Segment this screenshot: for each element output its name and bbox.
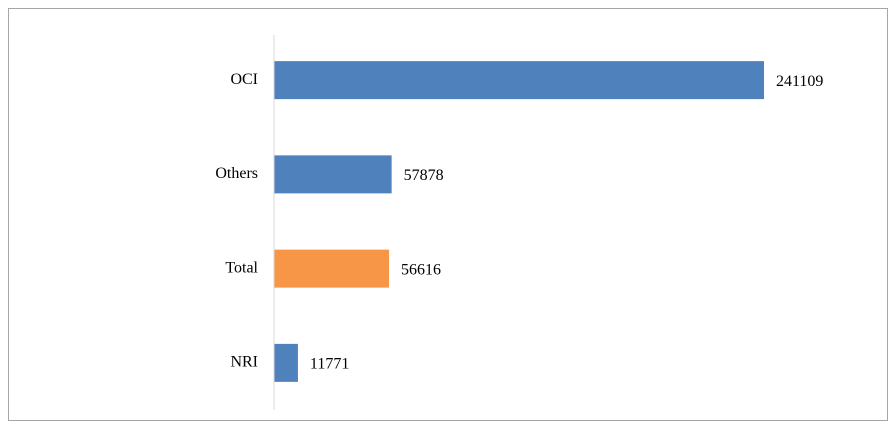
bar [274,61,764,100]
plot-area: OCI 241109 Others 57878 Total 56616 NRI 11771 [215,61,823,382]
bar [274,343,298,382]
category-label: NRI [230,354,258,371]
value-label: 56616 [401,261,441,278]
category-label: Total [225,259,258,276]
value-label: 241109 [776,73,823,90]
value-label: 57878 [404,167,444,184]
category-label: OCI [230,71,258,88]
value-label: 11771 [310,356,349,373]
bar [274,155,392,194]
category-label: Others [215,165,258,182]
bar [274,249,390,288]
